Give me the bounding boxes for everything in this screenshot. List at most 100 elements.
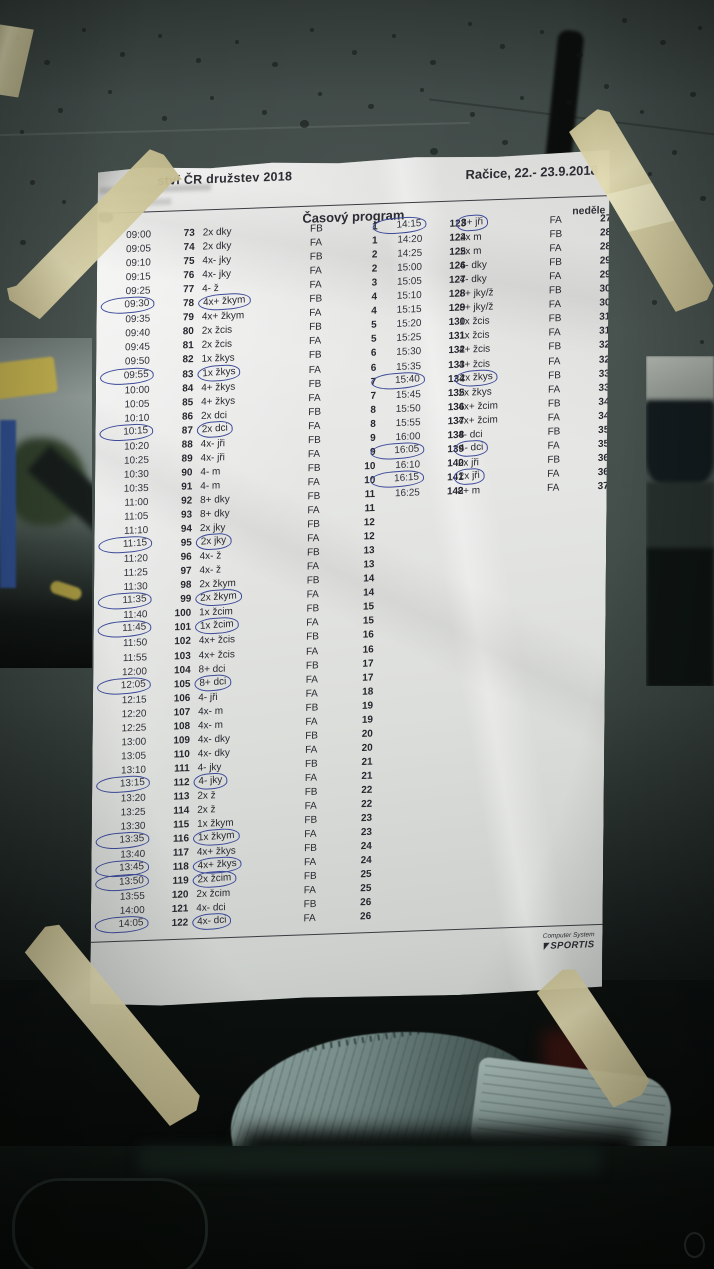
brand-name-label: SPORTIS [543,939,594,952]
section-number: 29 [599,269,611,281]
boat-class: 2x m [459,245,482,258]
section-number: 33 [598,367,610,380]
race-number: 86 [181,410,194,423]
section-number: 11 [364,488,376,501]
race-time: 14:20 [397,233,423,246]
race-time: 11:55 [122,651,148,664]
race-time: 13:25 [120,806,146,819]
race-number: 87 [181,424,193,437]
boat-class: 2x žkys [458,386,492,399]
section-number: 22 [361,784,373,797]
final-phase: FA [308,420,321,432]
race-number: 97 [180,565,192,578]
race-number: 78 [182,298,195,310]
section-number: 17 [362,657,374,670]
race-number: 96 [180,551,192,564]
race-time: 15:30 [396,346,422,359]
final-phase: FB [547,426,561,438]
race-number: 106 [173,692,191,705]
final-phase: FB [305,659,319,672]
race-time: 13:00 [121,736,147,749]
race-number: 88 [181,438,193,451]
section-number: 31 [599,325,611,338]
race-time: 15:00 [397,261,423,274]
final-phase: FA [307,476,320,489]
final-phase: FA [305,744,318,756]
section-number: 33 [598,382,610,394]
section-number: 28 [600,227,612,239]
final-phase: FB [304,842,317,855]
race-number: 120 [171,889,189,902]
boat-class: 4- dci [454,439,489,457]
race-time: 13:55 [119,891,145,904]
final-phase: FB [303,899,317,911]
schedule-column-right: 14:15 123 8+ jři FA 27 14:20 124 2x m FB 28 14:25 1… [376,212,613,513]
race-time: 11:25 [123,567,148,580]
final-phase: FA [308,392,321,404]
race-number: 114 [173,805,190,817]
section-number: 25 [360,883,372,895]
boat-class: 4x- dci [192,913,232,932]
final-phase: FB [309,321,322,334]
lens-ghost [684,1232,705,1258]
section-number: 1 [371,235,378,247]
final-phase: FA [304,828,317,841]
final-phase: FA [549,271,562,283]
final-phase: FB [306,631,319,644]
section-number: 22 [361,798,373,811]
section-number: 8 [370,404,376,416]
section-number: 30 [599,283,611,295]
race-number: 109 [173,734,191,747]
boat-class: 2x jky [196,533,232,551]
section-number: 36 [597,452,610,464]
race-time: 15:25 [396,332,422,345]
final-phase: FA [547,468,560,480]
final-phase: FA [547,482,560,494]
section-number: 20 [361,728,373,740]
section-number: 12 [363,531,375,543]
sportis-logo-icon [543,943,549,950]
final-phase: FA [309,237,323,249]
final-phase: FB [306,575,320,587]
boat-class: 2x m [459,231,482,244]
final-phase: FA [548,327,561,339]
section-number: 34 [598,410,610,422]
section-number: 19 [362,700,374,712]
section-number: 5 [371,333,377,346]
boat-class: 4x- dky [197,747,230,760]
race-time: 15:05 [396,276,422,288]
sky-band [646,356,714,404]
section-number: 32 [598,353,610,366]
section-number: 18 [362,686,374,698]
section-number: 11 [364,502,376,515]
race-number: 100 [174,607,192,620]
section-number: 4 [371,291,378,303]
boat-class: 4x- ž [199,564,222,577]
race-time: 15:45 [395,388,421,401]
race-number: 76 [183,269,195,282]
section-number: 27 [600,213,612,225]
section-number: 23 [360,826,372,839]
race-number: 104 [173,664,191,676]
boat-class: 8+ m [457,485,481,497]
boat-class: 4- dky [459,259,487,272]
final-phase: FA [307,448,321,461]
boat-class: 8+ dky [199,508,230,521]
final-phase: FA [548,355,561,368]
section-number: 6 [370,348,377,360]
race-time: 10:05 [124,398,150,411]
final-phase: FB [304,814,318,827]
race-time: 09:15 [125,271,151,284]
boat-class: 4x- jři [200,451,225,464]
section-number: 2 [371,263,378,275]
final-phase: FB [547,397,561,410]
final-phase: FA [306,561,320,573]
boat-class: 2x ž [197,790,216,802]
race-time: 13:05 [121,750,147,763]
final-phase: FB [308,378,322,390]
race-number: 121 [171,903,189,916]
race-number: 122 [171,917,189,930]
final-phase: FA [309,265,322,277]
final-phase: FB [548,341,562,353]
boat-class: 4x+ žcim [458,414,498,427]
